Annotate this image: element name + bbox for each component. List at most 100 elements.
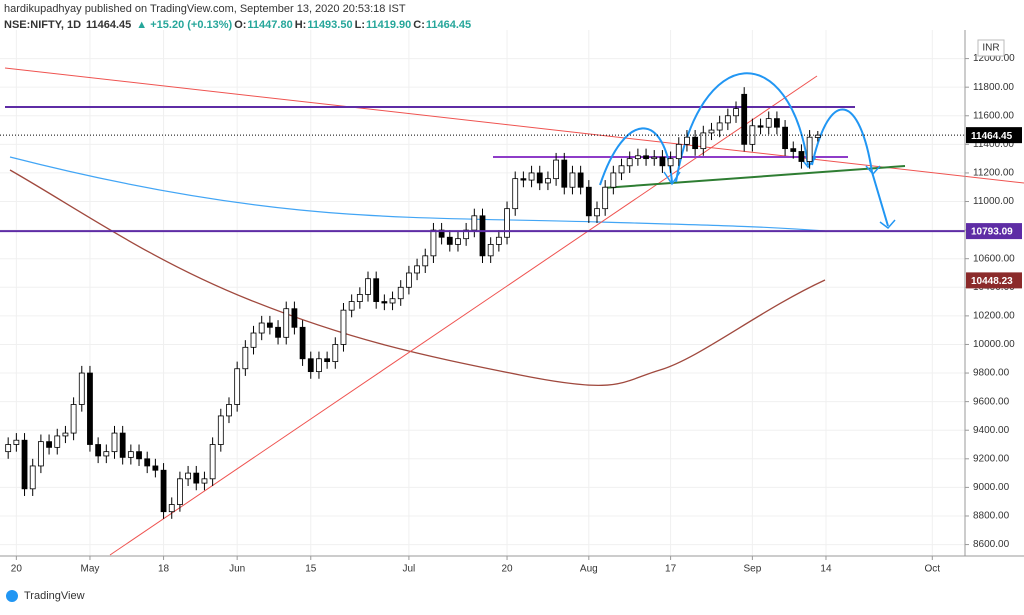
candle-body (381, 301, 388, 304)
candle-body (144, 458, 151, 467)
candle-body (21, 439, 28, 490)
candle-body (602, 186, 609, 210)
price-tag (966, 223, 1022, 240)
candle-body (70, 404, 77, 434)
publisher: hardikupadhyay published on TradingView.… (4, 3, 406, 15)
candle-body (504, 208, 510, 238)
candle-body (348, 301, 355, 311)
candle-body (626, 158, 633, 167)
candle-body (234, 368, 241, 405)
candle-body (217, 415, 224, 445)
candle-body (405, 272, 412, 288)
x-tick-label: 14 (820, 564, 832, 575)
x-tick-label: Oct (925, 564, 941, 575)
candle-body (283, 308, 290, 338)
candle-body (765, 118, 772, 128)
y-tick-label: 9800.00 (973, 368, 1010, 379)
ohlc-key: O: (234, 19, 246, 31)
candle-body (618, 165, 625, 174)
candle-body (152, 465, 159, 471)
candle-body (561, 159, 568, 188)
candle-body (201, 478, 208, 484)
candle-body (495, 236, 502, 245)
candle-body (46, 441, 52, 448)
candle-body (185, 472, 191, 480)
y-tick-label: 11800.00 (973, 82, 1014, 93)
candle-body (741, 93, 748, 145)
candle-body (307, 358, 314, 373)
currency: INR (982, 43, 999, 54)
brand: TradingView (24, 590, 85, 602)
grid: 8600.00 8800.00 9000.00 9200.00 9400.00 9600.… (0, 30, 1015, 575)
candle-body (553, 159, 560, 180)
candle-body (651, 156, 658, 160)
candle-body (684, 136, 690, 145)
candle-body (675, 143, 682, 160)
ohlc-key: L: (355, 19, 365, 31)
y-tick-label: 8800.00 (973, 511, 1010, 522)
candle-body (774, 118, 780, 128)
x-tick-label: Sep (743, 564, 761, 575)
candle-body (365, 278, 371, 295)
candle-body (397, 286, 404, 300)
x-tick-label: 20 (501, 564, 513, 575)
ohlc-key: H: (295, 19, 307, 31)
y-tick-label: 8600.00 (973, 539, 1010, 550)
y-tick-label: 10600.00 (973, 253, 1015, 264)
candle-body (422, 255, 429, 267)
candle-body (594, 208, 600, 217)
x-tick-label: Jun (229, 564, 245, 575)
candle-body (62, 432, 69, 437)
candle-body (585, 186, 592, 217)
candle-body (242, 346, 249, 370)
candle-body (790, 148, 797, 152)
candle-body (430, 229, 437, 257)
candle-body (258, 322, 265, 334)
candle-body (37, 441, 44, 467)
candle-body (733, 108, 739, 117)
candle-body (782, 126, 788, 150)
ohlc-key: C: (413, 19, 425, 31)
moving-average-slow (9, 169, 826, 387)
candle-body (708, 129, 715, 134)
currency-box (977, 39, 1005, 57)
ohlc-value: 11464.45 (426, 19, 471, 31)
candle-body (78, 372, 85, 405)
candle-body (226, 404, 232, 417)
candle-body (659, 156, 666, 167)
candle-body (471, 215, 478, 231)
arrow-heads (663, 156, 896, 230)
candle-body (545, 178, 551, 184)
candle-body (250, 332, 257, 348)
last-price: 11464.45 (86, 19, 131, 31)
candle-body (136, 451, 142, 460)
price-tags: 11464.45 10793.09 10448.23 (0, 127, 1022, 289)
candle-body (700, 132, 707, 150)
candle-body (356, 294, 363, 302)
candle-body (316, 358, 322, 373)
candle-body (479, 215, 486, 257)
candle-body (111, 432, 118, 453)
y-tick-label: 10200.00 (973, 311, 1015, 322)
ohlc-value: 11447.80 (247, 19, 292, 31)
y-tick-label: 9400.00 (973, 425, 1010, 436)
trend-line (109, 75, 818, 556)
candle-body (757, 125, 764, 128)
candle-body (168, 504, 175, 513)
candle-body (414, 265, 420, 274)
y-tick-label: 12000.00 (973, 53, 1015, 64)
candle-body (29, 465, 36, 490)
candle-body (209, 444, 216, 480)
candle-body (814, 134, 821, 138)
price-tag (966, 127, 1022, 144)
candle-body (667, 158, 674, 167)
candle-body (275, 326, 281, 338)
candle-body (446, 236, 453, 245)
candle-body (332, 344, 339, 363)
y-tick-label: 11200.00 (973, 168, 1014, 179)
moving-average-fast (9, 156, 826, 232)
x-tick-label: May (81, 564, 100, 575)
legend: NSE:NIFTY, 1D 11464.45 ▲ +15.20 (+0.13%) O:… (4, 19, 471, 31)
y-tick-label: 9200.00 (973, 453, 1010, 464)
